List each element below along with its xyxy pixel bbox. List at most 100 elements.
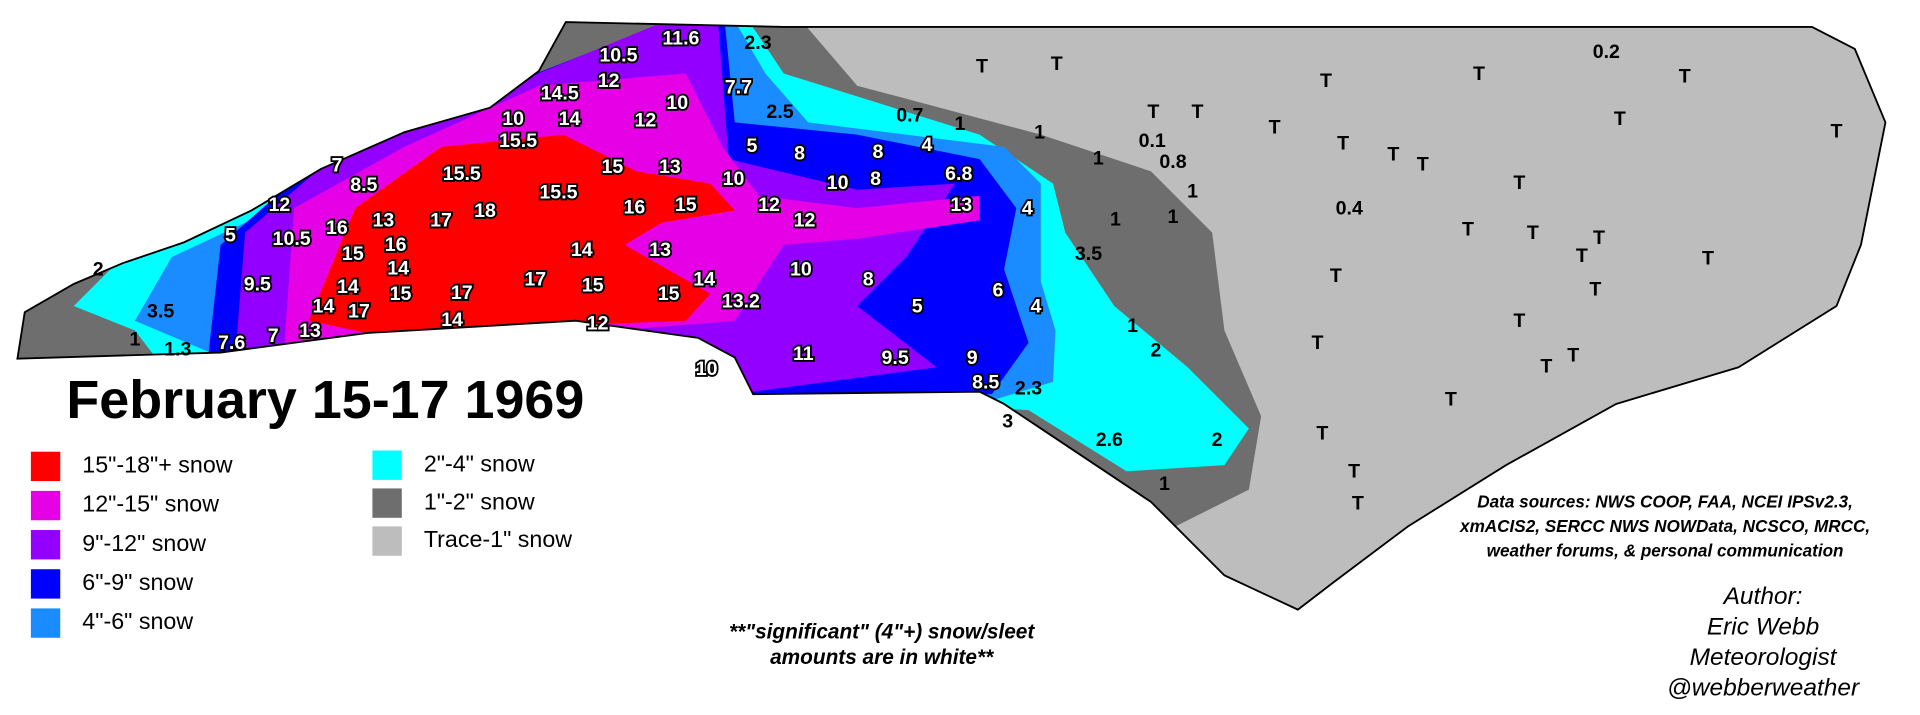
legend-swatch (30, 608, 61, 638)
author-line: Meteorologist (1690, 644, 1838, 671)
minor-amount: 2.6 (1096, 429, 1123, 451)
trace-mark: T (1513, 172, 1525, 194)
trace-mark: T (1316, 423, 1328, 445)
significant-amount: 14 (571, 239, 593, 261)
legend-swatch (30, 530, 61, 560)
trace-mark: T (1614, 108, 1626, 130)
trace-mark: T (1540, 355, 1552, 377)
minor-amount: 1 (129, 328, 140, 350)
author-line: Author: (1722, 583, 1803, 610)
significant-amount: 12 (794, 210, 816, 232)
legend-swatch (372, 488, 402, 518)
legend-swatch (372, 450, 402, 480)
trace-mark: T (1567, 344, 1579, 366)
significant-amount: 7.6 (218, 332, 245, 354)
minor-amount: 1.3 (164, 338, 191, 360)
significant-amount: 13 (649, 239, 671, 261)
significant-amount: 5 (746, 135, 757, 157)
significant-amount: 14 (387, 257, 409, 279)
significant-amount: 15 (658, 283, 680, 305)
significant-amount: 14 (337, 276, 359, 298)
source-line: weather forums, & personal communication (1487, 541, 1844, 561)
note-line: **"significant" (4"+) snow/sleet (729, 620, 1035, 643)
legend-label: 15"-18"+ snow (82, 452, 232, 478)
significant-amount: 4 (1030, 295, 1041, 317)
minor-amount: 1 (1168, 206, 1179, 228)
legend-label: Trace-1" snow (424, 526, 572, 552)
trace-mark: T (1311, 332, 1323, 354)
significant-amount: 16 (623, 196, 645, 218)
significant-amount: 13 (659, 156, 681, 178)
minor-amount: 2 (93, 259, 104, 281)
significant-amount: 10 (666, 92, 688, 114)
minor-amount: 1 (1093, 147, 1104, 169)
significant-amount: 6 (993, 280, 1004, 302)
trace-mark: T (1330, 265, 1342, 287)
minor-amount: 0.8 (1159, 151, 1186, 173)
significant-amount: 5 (225, 224, 236, 246)
significant-amount: 18 (474, 200, 496, 222)
significant-amount: 7 (331, 155, 342, 177)
state-outline (16, 21, 1887, 611)
significant-amount: 15.5 (539, 182, 577, 204)
legend-swatch (30, 451, 61, 482)
legend-label: 9"-12" snow (82, 530, 206, 556)
significant-amount: 13.2 (722, 291, 760, 313)
significant-amount: 12 (587, 313, 609, 335)
significant-amount: 14 (441, 309, 463, 331)
author-line: Eric Webb (1707, 613, 1819, 640)
significant-amount: 9.5 (244, 273, 271, 295)
minor-amount: 1 (1187, 180, 1198, 202)
significant-amount: 9.5 (882, 347, 909, 369)
minor-amount: 2.3 (1015, 377, 1042, 399)
trace-mark: T (1352, 493, 1364, 515)
legend-swatch (372, 526, 402, 556)
significant-amount: 10.5 (273, 228, 311, 250)
significant-amount: 13 (299, 320, 321, 342)
minor-amount: 3.5 (1075, 243, 1102, 265)
significant-amount: 17 (430, 210, 452, 232)
source-line: Data sources: NWS COOP, FAA, NCEI IPSv2.… (1477, 492, 1853, 512)
significant-amount: 8 (794, 142, 805, 164)
significant-amount: 13 (373, 210, 395, 232)
significant-amount: 15 (342, 243, 364, 265)
significant-amount: 17 (524, 268, 546, 290)
legend-swatch (30, 490, 61, 521)
trace-mark: T (1417, 153, 1429, 175)
snow-zone (308, 134, 735, 333)
significant-amount: 10 (790, 259, 812, 281)
minor-amount: 1 (1034, 122, 1045, 144)
minor-amount: 2 (1150, 339, 1161, 361)
significant-amount: 12 (758, 194, 780, 216)
significant-amount: 14 (559, 108, 581, 130)
map-title: February 15-17 1969 (66, 370, 584, 430)
minor-amount: 0.4 (1336, 197, 1363, 219)
significant-amount: 8 (863, 268, 874, 290)
significant-amount: 17 (451, 282, 473, 304)
author-line: @webberweather (1667, 675, 1860, 702)
minor-amount: 1 (955, 113, 966, 135)
significant-amount: 4 (922, 134, 933, 156)
trace-mark: T (1527, 222, 1539, 244)
significant-amount: 11.6 (662, 27, 699, 49)
trace-mark: T (1473, 63, 1485, 85)
significant-amount: 15 (675, 194, 697, 216)
significant-amount: 8 (873, 141, 884, 163)
significant-amount: 15.5 (499, 130, 537, 152)
trace-mark: T (1147, 101, 1159, 123)
legend-swatch (30, 569, 61, 599)
trace-mark: T (1191, 101, 1203, 123)
significant-amount: 10 (723, 168, 745, 190)
source-line: xmACIS2, SERCC NWS NOWData, NCSCO, MRCC, (1459, 516, 1870, 536)
significant-amount: 13 (950, 194, 972, 216)
minor-amount: 0.1 (1139, 130, 1166, 152)
significant-amount: 17 (348, 300, 370, 322)
legend-label: 2"-4" snow (424, 450, 535, 476)
significant-amount: 12 (598, 70, 620, 92)
legend-label: 6"-9" snow (82, 569, 193, 595)
significant-amount: 16 (385, 234, 407, 256)
trace-mark: T (1445, 388, 1457, 410)
trace-mark: T (1576, 245, 1588, 267)
significant-amount: 8.5 (972, 371, 999, 393)
